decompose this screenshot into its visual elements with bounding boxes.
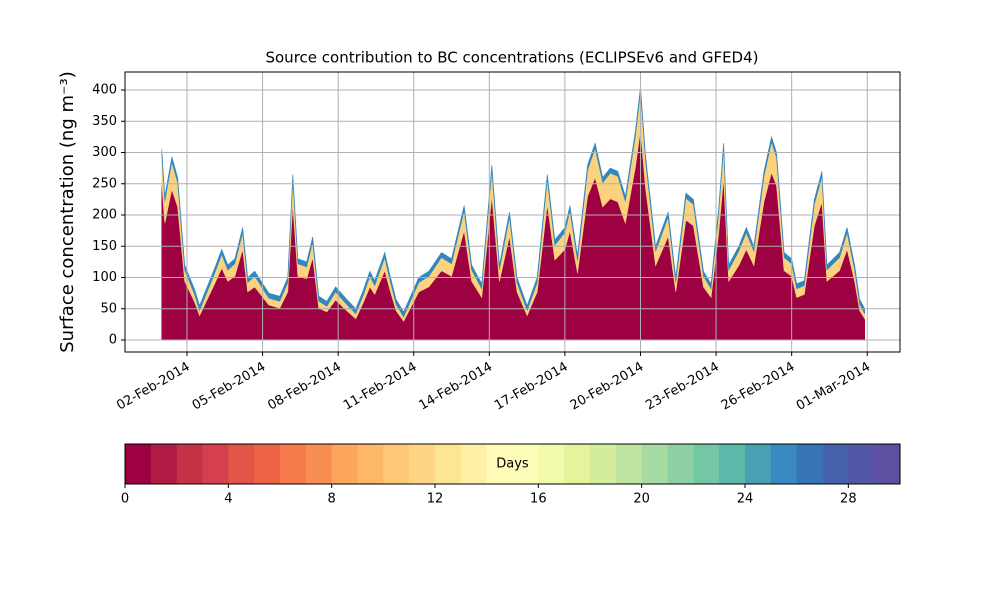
x-tick-label: 02-Feb-2014 [114,360,193,414]
colorbar-tick-label: 24 [737,492,754,507]
area-layer [161,86,866,318]
colorbar-swatch [202,444,229,484]
colorbar-tick-label: 12 [427,492,444,507]
x-tick-label: 05-Feb-2014 [190,360,269,414]
colorbar-tick-label: 20 [633,492,650,507]
colorbar-swatch [641,444,668,484]
colorbar-swatch [564,444,591,484]
x-tick-label: 23-Feb-2014 [643,360,722,414]
plot-area [125,72,900,352]
colorbar-swatch [874,444,901,484]
x-tick-label: 01-Mar-2014 [794,360,873,414]
y-tick-label: 300 [92,145,117,160]
y-tick-label: 150 [92,239,117,254]
colorbar-swatch [176,444,203,484]
x-tick-label: 20-Feb-2014 [568,360,647,414]
colorbar-swatch [409,444,436,484]
colorbar-label: Days [496,457,529,472]
colorbar-swatch [125,444,152,484]
colorbar-swatch [667,444,694,484]
y-tick-label: 250 [92,176,117,191]
axes-frame [124,71,901,353]
chart-title: Source contribution to BC concentrations… [265,49,758,67]
x-tick-label: 17-Feb-2014 [492,360,571,414]
colorbar-frame [124,443,901,485]
colorbar-swatch [693,444,720,484]
colorbar-swatch [848,444,875,484]
y-tick-label: 350 [92,114,117,129]
y-tick-label: 400 [92,83,117,98]
colorbar-swatch [357,444,384,484]
x-tick-label: 08-Feb-2014 [265,360,344,414]
colorbar-swatch [383,444,410,484]
colorbar-swatch [305,444,333,484]
colorbar-tick-label: 8 [328,492,336,507]
y-tick-label: 200 [92,208,117,223]
colorbar-swatch [460,444,488,484]
x-tick-label: 14-Feb-2014 [417,360,496,414]
colorbar: Days 0 4 8 12 16 20 24 28 [121,443,901,507]
colorbar-swatch [745,444,772,484]
colorbar-swatch [538,444,565,484]
colorbar-tick-label: 16 [530,492,547,507]
colorbar-swatch [822,444,849,484]
colorbar-swatch [331,444,358,484]
colorbar-swatch [719,444,746,484]
y-axis-label: Surface concentration (ng m⁻³) [57,71,78,353]
colorbar-tick-label: 4 [224,492,232,507]
colorbar-tick-label: 0 [121,492,129,507]
colorbar-swatch [150,444,178,484]
colorbar-tick-label: 28 [840,492,857,507]
colorbar-swatch [280,444,307,484]
colorbar-swatch [770,444,798,484]
y-tick-label: 100 [92,270,117,285]
y-tick-label: 0 [109,333,117,348]
x-tick-label: 26-Feb-2014 [719,360,798,414]
x-tick-label: 11-Feb-2014 [341,360,420,414]
colorbar-swatch [615,444,643,484]
colorbar-swatch [228,444,255,484]
colorbar-swatch [435,444,462,484]
colorbar-swatch [590,444,617,484]
colorbar-swatch [486,444,513,484]
colorbar-swatch [254,444,281,484]
colorbar-swatch [512,444,539,484]
colorbar-swatch [796,444,823,484]
y-tick-label: 50 [100,301,117,316]
